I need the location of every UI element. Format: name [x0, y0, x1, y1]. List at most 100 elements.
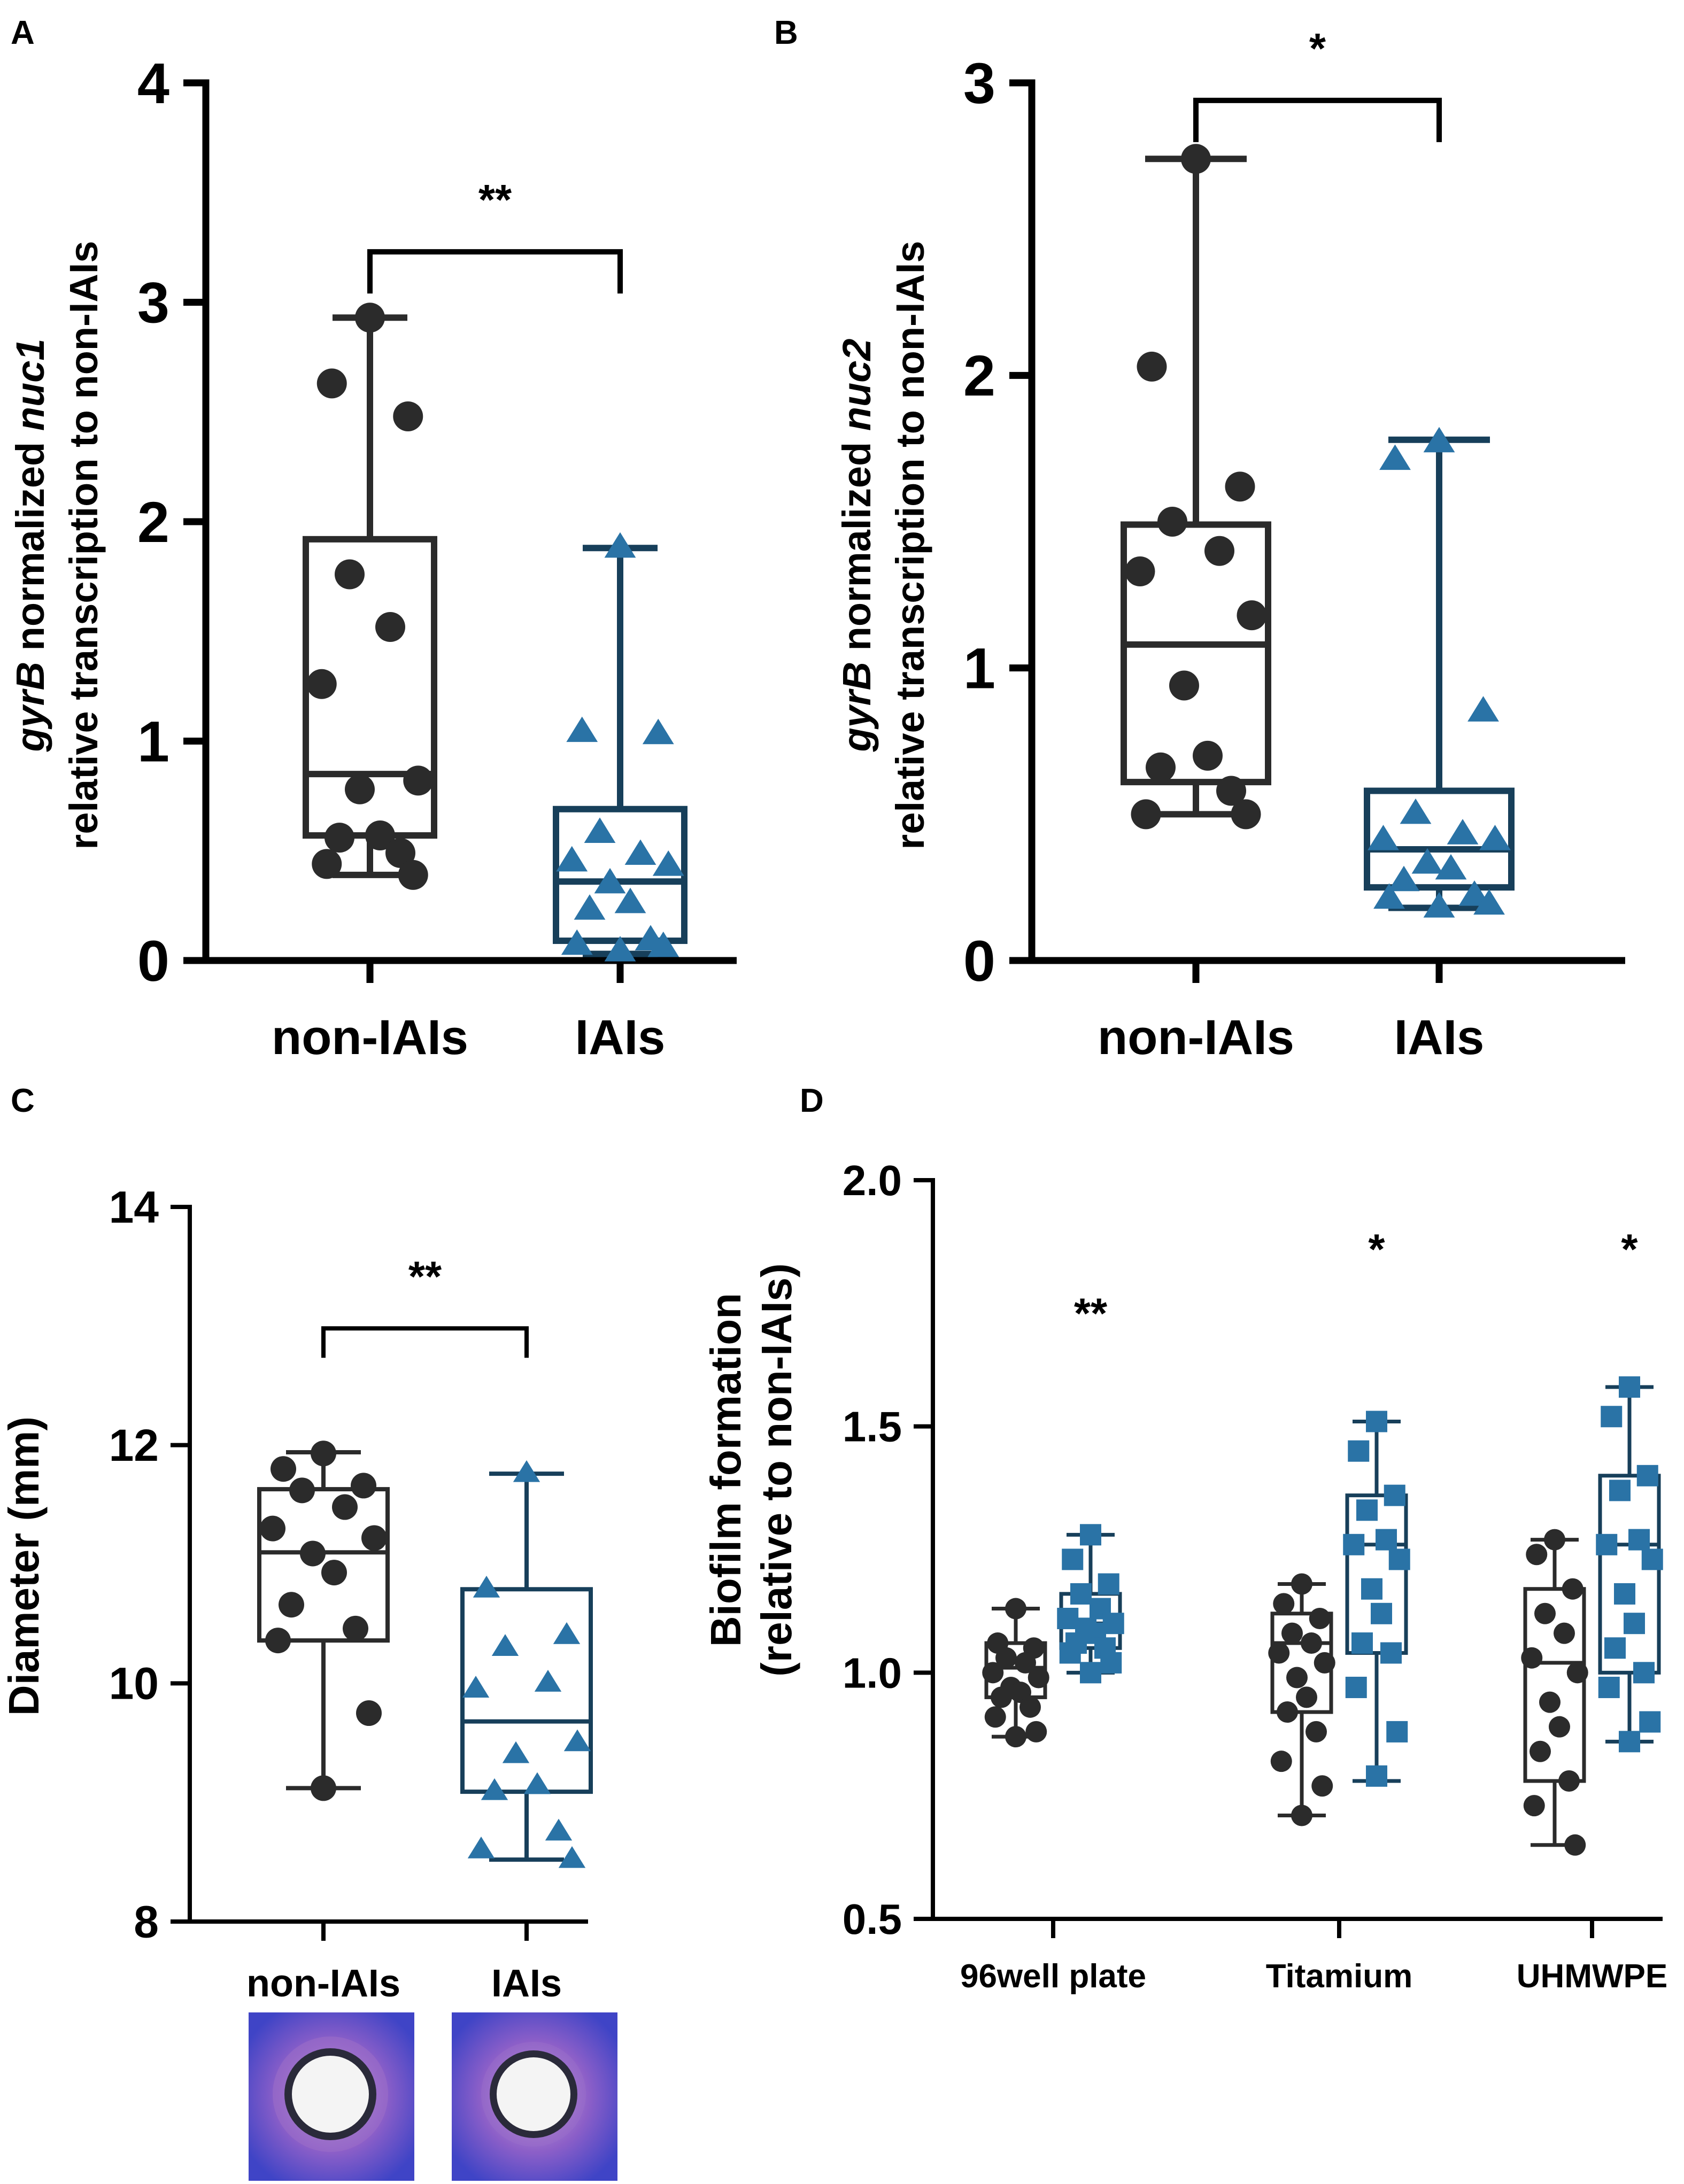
panel-b-ylabel-gene: gyrB — [835, 662, 879, 753]
panel-c-point-circle — [311, 1440, 336, 1467]
panel-c-point-circle — [321, 1560, 347, 1586]
panel-d-point-circle — [1314, 1652, 1335, 1674]
panel-d-point-square — [1080, 1662, 1101, 1684]
panel-d-x-tick-label: Titamium — [1266, 1958, 1412, 1995]
panel-d-point-square — [1388, 1548, 1410, 1570]
panel-d-point-square — [1380, 1642, 1402, 1664]
panel-d-point-square — [1366, 1765, 1387, 1787]
panel-b-box — [1121, 521, 1271, 786]
panel-d-ylabel-line1: Biofilm formation — [702, 1293, 750, 1647]
panel-d-point-circle — [1277, 1701, 1298, 1723]
panel-d-point-circle — [1270, 1751, 1292, 1772]
panel-d-point-square — [1356, 1499, 1378, 1521]
panel-a-ylabel-line2: relative transcription to non-IAIs — [61, 241, 106, 850]
panel-a-y-tick-label: 0 — [137, 928, 169, 993]
panel-d-point-circle — [1273, 1593, 1295, 1615]
panel-c-point-triangle — [563, 1729, 591, 1752]
panel-d-point-square — [1351, 1632, 1373, 1654]
panel-d-point-circle — [1529, 1740, 1551, 1762]
panel-d-point-circle — [1564, 1834, 1586, 1856]
panel-b-point-circle — [1231, 799, 1261, 830]
panel-d-point-circle — [1526, 1544, 1548, 1566]
panel-a-x-tick-label: non-IAIs — [272, 1010, 468, 1065]
panel-a-point-triangle — [642, 718, 674, 745]
panel-a-y-tick-label: 4 — [137, 51, 169, 115]
panel-d-chart: Biofilm formation (relative to non-IAIs)… — [702, 1157, 1667, 1995]
panel-b-point-triangle — [1447, 819, 1479, 845]
panel-a-point-triangle — [614, 887, 646, 913]
panel-a-significance-bracket — [367, 249, 623, 294]
panel-a-point-circle — [316, 368, 347, 399]
panel-a-ylabel-mid: normalized — [8, 431, 52, 662]
panel-b-point-circle — [1169, 670, 1199, 701]
panel-d-significance-label: * — [1368, 1226, 1385, 1273]
panel-c-point-triangle — [513, 1460, 540, 1482]
panel-d-x-tick-label: UHMWPE — [1517, 1958, 1667, 1995]
panel-d-point-circle — [1281, 1622, 1303, 1644]
panel-c-y-tick-label: 10 — [109, 1659, 159, 1709]
panel-c-y-tick-label: 14 — [109, 1182, 159, 1232]
panel-c-point-triangle — [473, 1575, 500, 1598]
panel-b-x-tick-label: non-IAIs — [1098, 1010, 1294, 1065]
panel-b-point-circle — [1181, 144, 1211, 174]
panel-b-point-circle — [1225, 471, 1255, 502]
panel-d-point-circle — [1309, 1607, 1331, 1629]
panel-c-point-circle — [271, 1456, 296, 1482]
panel-d-point-square — [1345, 1676, 1367, 1698]
panel-d-box — [1598, 1474, 1661, 1675]
panel-d-point-circle — [1296, 1686, 1317, 1708]
panel-d-point-circle — [1523, 1795, 1545, 1817]
panel-label-b: B — [774, 14, 798, 51]
plate-image-non-iais — [249, 2012, 414, 2181]
panel-a-x-tick-label: IAIs — [575, 1010, 666, 1065]
panel-c-y-tick-label: 12 — [109, 1420, 159, 1470]
panel-d-point-square — [1384, 1484, 1405, 1506]
panel-a-point-triangle — [624, 839, 656, 865]
panel-b-chart: gyrB normalized nuc2 relative transcript… — [835, 25, 1625, 1065]
panel-c-point-circle — [356, 1700, 382, 1726]
panel-b-point-triangle — [1435, 854, 1467, 880]
panel-c-point-circle — [300, 1540, 326, 1567]
panel-d-point-circle — [1566, 1662, 1588, 1684]
panel-d-point-square — [1376, 1529, 1397, 1551]
panel-b-point-circle — [1204, 536, 1234, 566]
panel-b-ylabel-target: nuc2 — [835, 338, 879, 431]
panel-d-box — [1523, 1587, 1586, 1783]
panel-a-point-circle — [312, 849, 342, 879]
panel-c-chart: Diameter (mm) 8 10 12 14 non-IAIs IAIs ** — [0, 1182, 617, 2181]
panel-d-y-tick-label: 0.5 — [843, 1895, 902, 1943]
panel-b-point-triangle — [1473, 889, 1505, 915]
panel-d-point-square — [1633, 1662, 1655, 1684]
panel-a-y-tick-label: 2 — [137, 490, 169, 554]
panel-c-point-triangle — [523, 1772, 551, 1794]
panel-a-point-triangle — [566, 716, 598, 742]
panel-b-point-circle — [1125, 556, 1155, 587]
panel-c-point-triangle — [481, 1778, 508, 1800]
panel-d-point-square — [1080, 1524, 1101, 1546]
panel-a-point-triangle — [652, 850, 684, 876]
panel-a-ylabel-line1: gyrB normalized nuc1 — [8, 338, 52, 752]
panel-c-point-triangle — [558, 1846, 586, 1868]
panel-d-point-circle — [995, 1647, 1017, 1669]
panel-d-point-square — [1604, 1637, 1626, 1659]
panel-b-y-tick-label: 3 — [963, 51, 995, 115]
panel-d-point-circle — [1291, 1573, 1312, 1595]
panel-d-point-square — [1601, 1406, 1623, 1428]
panel-a-chart: gyrB normalized nuc1 relative transcript… — [8, 51, 737, 1065]
panel-b-point-triangle — [1423, 892, 1455, 918]
panel-a-point-triangle — [647, 931, 679, 957]
panel-b-point-triangle — [1368, 825, 1399, 850]
panel-b-point-circle — [1237, 600, 1267, 631]
panel-a-point-circle — [306, 669, 337, 699]
panel-b-point-circle — [1193, 740, 1223, 771]
panel-d-point-circle — [1015, 1652, 1036, 1674]
panel-b-significance-label: * — [1309, 25, 1326, 72]
panel-b-point-triangle — [1423, 427, 1455, 453]
panel-b-point-circle — [1131, 799, 1161, 830]
panel-d-point-circle — [1286, 1667, 1308, 1689]
panel-c-box — [257, 1487, 390, 1643]
panel-a-point-circle — [385, 838, 415, 868]
panel-a-point-circle — [345, 774, 375, 804]
panel-d-point-circle — [984, 1706, 1006, 1728]
